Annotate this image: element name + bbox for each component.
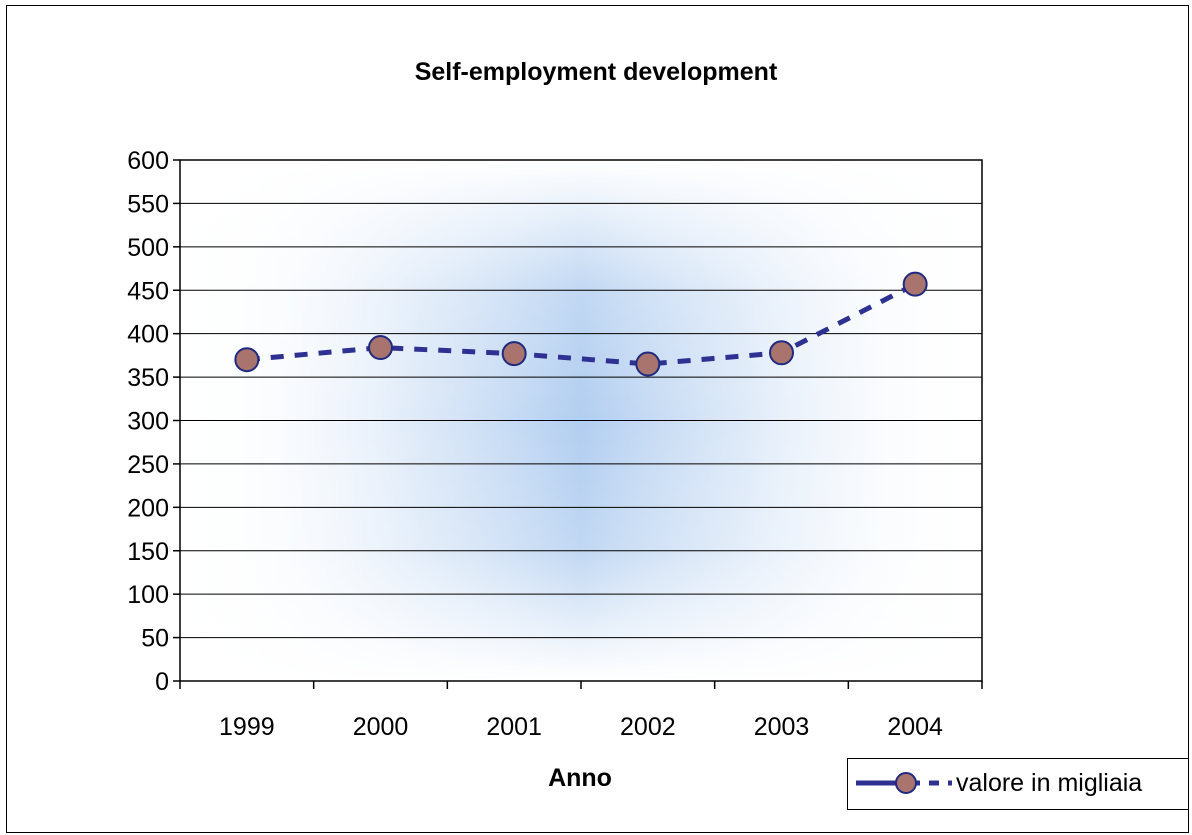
y-tick-label: 200 — [127, 494, 169, 522]
data-point — [501, 341, 527, 367]
x-axis-title: Anno — [548, 764, 612, 792]
legend-swatch — [856, 772, 952, 794]
data-point — [902, 271, 928, 297]
y-tick-label: 100 — [127, 581, 169, 609]
y-tick-label: 400 — [127, 321, 169, 349]
y-tick-label: 300 — [127, 408, 169, 436]
y-tick-label: 0 — [155, 668, 169, 696]
y-tick-label: 50 — [141, 625, 169, 653]
y-tick-label: 350 — [127, 364, 169, 392]
data-point — [234, 347, 260, 373]
series-line — [246, 281, 917, 367]
legend-label: valore in migliaia — [956, 769, 1143, 797]
data-point — [635, 351, 661, 377]
y-tick-label: 250 — [127, 451, 169, 479]
y-tick-label: 550 — [127, 190, 169, 218]
y-tick-label: 150 — [127, 538, 169, 566]
data-point — [769, 340, 794, 366]
x-tick-label: 2004 — [887, 713, 943, 741]
legend: valore in migliaia — [847, 758, 1189, 810]
y-tick-label: 500 — [127, 234, 169, 262]
x-tick-label: 2001 — [486, 713, 542, 741]
y-tick-label: 600 — [127, 147, 169, 175]
legend-marker — [895, 772, 917, 794]
x-tick-label: 1999 — [219, 713, 275, 741]
y-tick-label: 450 — [127, 277, 169, 305]
chart-title: Self-employment development — [414, 58, 778, 86]
x-tick-label: 2003 — [754, 713, 810, 741]
x-tick-label: 2000 — [353, 713, 409, 741]
x-tick-label: 2002 — [620, 713, 676, 741]
data-point — [368, 335, 393, 361]
